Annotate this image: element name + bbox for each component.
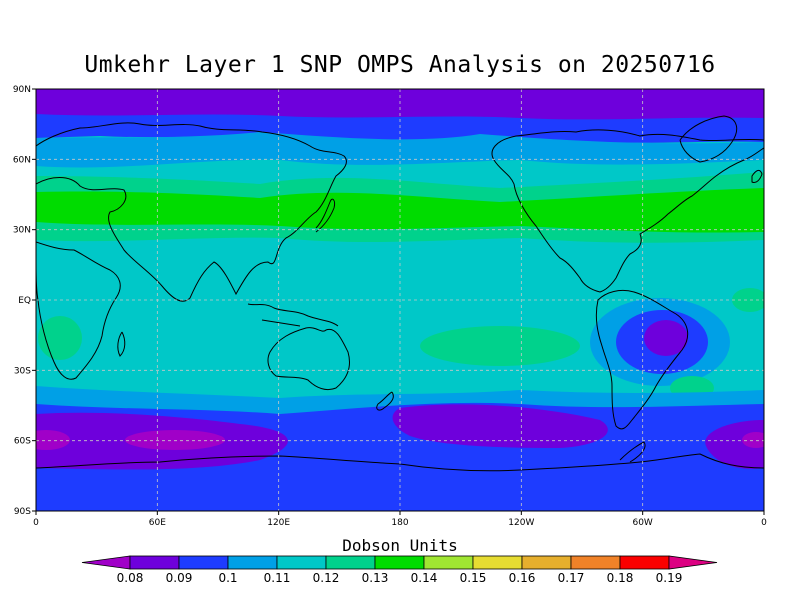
colorbar-level-label: 0.12 — [313, 571, 340, 585]
latitude-axis: 90N 60N 30N EQ 30S 60S 90S — [13, 85, 36, 517]
colorbar-box — [423, 555, 474, 570]
colorbar-title: Dobson Units — [342, 536, 458, 555]
coast-indonesia — [247, 303, 339, 327]
lat-tick-label: 90N — [13, 85, 31, 95]
colorbar-level-label: 0.08 — [117, 571, 144, 585]
atlantic-eq-high — [732, 288, 764, 312]
south-pacific-high — [420, 326, 580, 366]
map-title: Umkehr Layer 1 SNP OMPS Analysis on 2025… — [84, 52, 716, 78]
colorbar-level-label: 0.1 — [218, 571, 237, 585]
south-america-low-core — [644, 320, 688, 356]
coast-antarctica — [36, 453, 764, 472]
coast-japan — [315, 198, 335, 233]
lon-tick-label: 120E — [267, 518, 290, 528]
colorbar-underflow — [81, 555, 131, 570]
south-pacific-min — [392, 404, 608, 448]
colorbar-level-label: 0.13 — [362, 571, 389, 585]
lon-tick-label: 0 — [761, 518, 767, 528]
lon-tick-label: 0 — [33, 518, 39, 528]
south-atlantic-min — [705, 420, 764, 470]
colorbar-level-label: 0.15 — [460, 571, 487, 585]
south-atlantic-min-core — [742, 432, 764, 448]
lon-tick-label: 120W — [508, 518, 534, 528]
lon-tick-label: 60W — [632, 518, 652, 528]
lat-tick-label: EQ — [18, 296, 31, 306]
colorbar-box — [472, 555, 523, 570]
colorbar-level-label: 0.09 — [166, 571, 193, 585]
colorbar-box — [227, 555, 278, 570]
colorbar-overflow — [668, 555, 718, 570]
lat-tick-label: 90S — [14, 507, 31, 517]
coast-british-isles — [751, 169, 763, 183]
graticule — [36, 89, 764, 511]
longitude-axis: 0 60E 120E 180 120W 60W 0 — [33, 511, 767, 528]
colorbar-box — [325, 555, 376, 570]
lat-tick-label: 30S — [14, 366, 31, 376]
north-polar-core — [36, 89, 764, 120]
colorbar-level-label: 0.16 — [509, 571, 536, 585]
lon-tick-label: 180 — [391, 518, 408, 528]
coast-australia — [267, 327, 350, 391]
colorbar-box — [129, 555, 180, 570]
colorbar-box — [276, 555, 327, 570]
colorbar-level-label: 0.18 — [607, 571, 634, 585]
south-indian-min-core-2 — [125, 430, 225, 450]
lat-tick-label: 60S — [14, 437, 31, 447]
colorbar-box — [178, 555, 229, 570]
coast-greenland — [679, 115, 738, 163]
coast-new-zealand — [376, 391, 394, 411]
coast-eurasia — [36, 122, 347, 302]
coast-south-america — [595, 289, 689, 430]
coast-antarctic-peninsula — [619, 441, 646, 463]
colorbar-box — [570, 555, 621, 570]
coast-africa — [36, 241, 121, 380]
colorbar-level-label: 0.17 — [558, 571, 585, 585]
lat-tick-label: 30N — [13, 226, 31, 236]
coast-north-america — [491, 129, 764, 293]
colorbar-box — [619, 555, 670, 570]
colorbar-level-label: 0.11 — [264, 571, 291, 585]
indian-ocean-high — [38, 316, 82, 360]
lat-tick-label: 60N — [13, 155, 31, 165]
colorbar-box — [374, 555, 425, 570]
coast-madagascar — [117, 331, 126, 357]
colorbar: 0.08 0.09 0.1 0.11 0.12 0.13 0.14 0.15 0.16 0.17 0… — [81, 555, 718, 585]
colorbar-level-label: 0.14 — [411, 571, 438, 585]
south-indian-min-core — [36, 430, 70, 450]
coastlines — [36, 115, 764, 472]
lon-tick-label: 60E — [149, 518, 166, 528]
colorbar-level-label: 0.19 — [656, 571, 683, 585]
colorbar-box — [521, 555, 572, 570]
